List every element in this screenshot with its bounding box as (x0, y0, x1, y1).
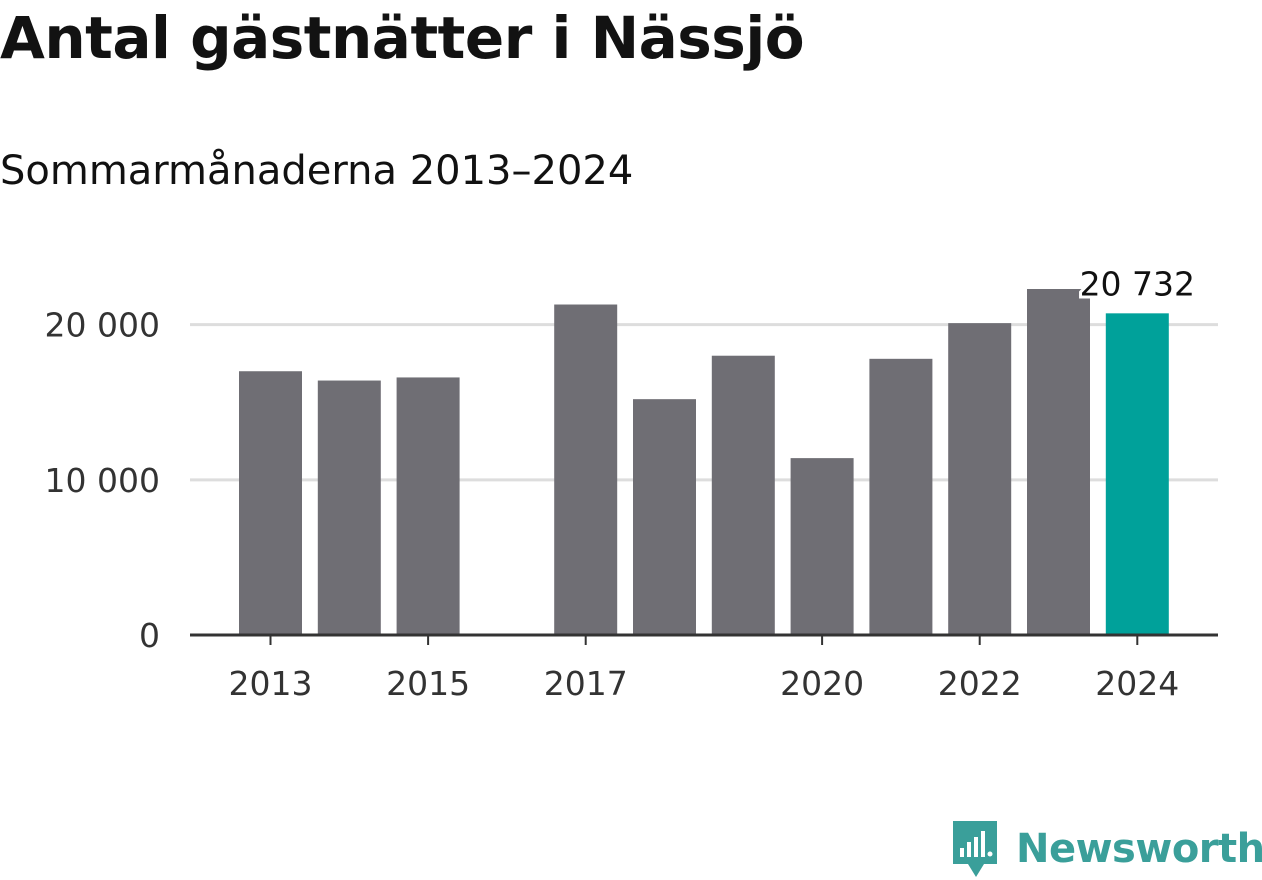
bar-2024 (1105, 313, 1169, 635)
bar-2014 (317, 380, 381, 635)
bar-2023 (1027, 289, 1090, 635)
bar-2019 (711, 355, 775, 635)
x-tick-label: 2024 (1095, 664, 1179, 703)
x-tick-label: 2020 (780, 664, 864, 703)
newsworthy-logo: Newsworthy (950, 818, 1262, 880)
bar-2018 (633, 399, 696, 635)
x-tick-label: 2013 (229, 664, 313, 703)
y-tick-label: 20 000 (45, 306, 160, 345)
bar-2015 (396, 377, 460, 635)
chart-title: Antal gästnätter i Nässjö (0, 4, 805, 72)
newsworthy-logo-icon (953, 821, 997, 877)
x-tick-label: 2022 (938, 664, 1022, 703)
chart-subtitle: Sommarmånaderna 2013–2024 (0, 148, 634, 194)
bar-2020 (790, 458, 854, 635)
brand-name: Newsworthy (1016, 826, 1262, 872)
bar-2017 (554, 304, 618, 635)
y-tick-label: 0 (139, 616, 160, 655)
bar-2022 (948, 323, 1012, 635)
bar-2021 (869, 358, 933, 635)
bar-2013 (239, 371, 302, 635)
y-tick-label: 10 000 (45, 461, 160, 500)
x-tick-label: 2017 (544, 664, 628, 703)
x-tick-label: 2015 (386, 664, 470, 703)
data-label: 20 732 (1080, 264, 1195, 303)
